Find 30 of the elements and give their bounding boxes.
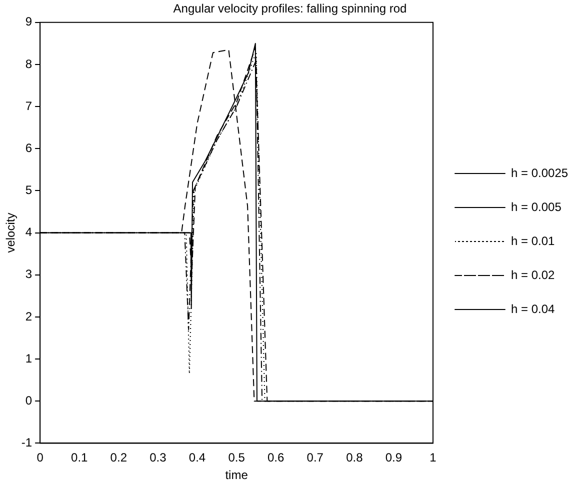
x-tick-label: 0	[36, 450, 44, 465]
legend-label: h = 0.0025	[511, 166, 568, 180]
x-tick-label: 0.8	[346, 450, 364, 465]
y-tick-label: 6	[25, 140, 32, 155]
y-tick-label: 5	[25, 183, 32, 198]
x-tick-label: 0.9	[385, 450, 402, 465]
legend-label: h = 0.02	[511, 268, 556, 282]
x-tick-label: 0.5	[228, 450, 246, 465]
x-tick-label: 0.3	[150, 450, 167, 465]
x-tick-label: 0.2	[110, 450, 128, 465]
y-tick-label: 4	[25, 225, 32, 240]
x-tick-label: 0.7	[306, 450, 324, 465]
x-tick-label: 0.1	[71, 450, 88, 465]
y-tick-label: 0	[25, 393, 32, 408]
y-axis-title: velocity	[4, 212, 18, 253]
y-tick-label: 1	[25, 351, 32, 366]
chart-title: Angular velocity profiles: falling spinning rod	[173, 2, 407, 16]
x-tick-label: 0.6	[267, 450, 284, 465]
x-tick-label: 0.4	[188, 450, 206, 465]
legend-label: h = 0.01	[511, 234, 556, 248]
x-tick-label: 1	[430, 450, 437, 465]
legend-label: h = 0.04	[511, 302, 556, 316]
y-tick-label: 2	[25, 309, 32, 324]
y-tick-label: 3	[25, 267, 32, 282]
x-axis-title: time	[225, 468, 248, 482]
y-tick-label: 9	[25, 14, 32, 29]
y-tick-label: 7	[25, 98, 32, 113]
y-tick-label: 8	[25, 56, 32, 71]
legend-label: h = 0.005	[511, 200, 562, 214]
y-tick-label: -1	[21, 436, 32, 450]
